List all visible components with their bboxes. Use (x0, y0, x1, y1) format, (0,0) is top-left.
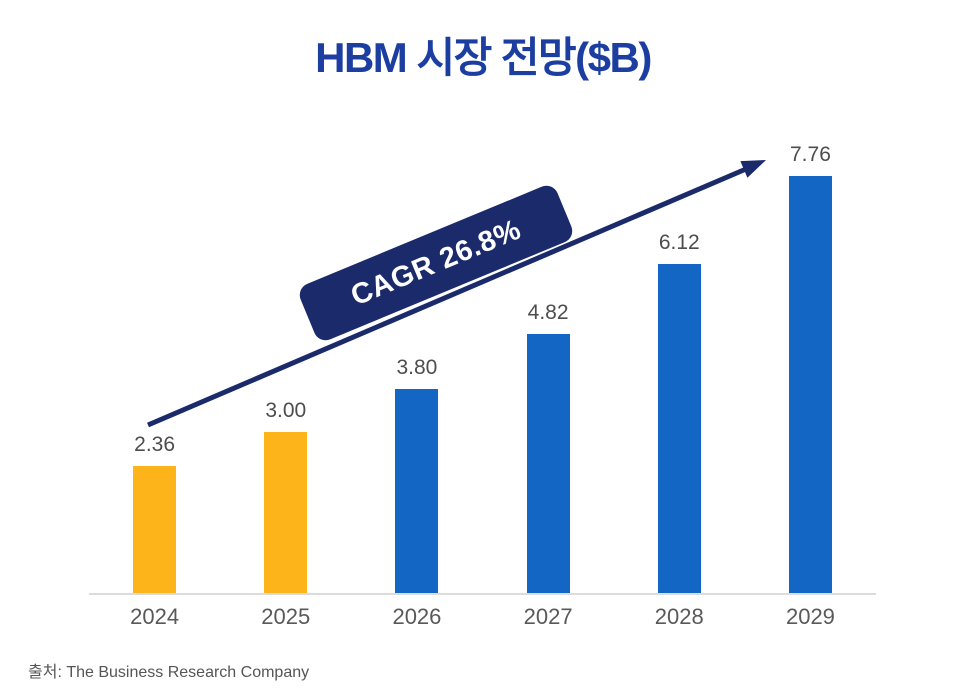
value-label-2028: 6.12 (658, 231, 700, 255)
bar-2027 (526, 334, 570, 593)
bar-column-2026: 3.80 (351, 130, 482, 593)
x-tick-2024: 2024 (130, 604, 180, 629)
bar-2026 (395, 389, 439, 593)
value-label-2029: 7.76 (790, 143, 831, 167)
bar-2029 (788, 176, 832, 593)
x-tick-2028: 2028 (654, 604, 704, 629)
bar-2025 (264, 431, 308, 593)
bar-column-2025: 3.00 (220, 130, 351, 593)
x-axis: 2024 2025 2026 2027 2028 2029 (89, 604, 876, 630)
value-label-2024: 2.36 (134, 433, 176, 457)
value-label-2027: 4.82 (527, 301, 569, 325)
x-tick-2027: 2027 (523, 604, 573, 629)
value-label-2025: 3.00 (265, 398, 307, 422)
value-label-2026: 3.80 (396, 356, 438, 379)
bar-column-2029: 7.76 (745, 130, 876, 593)
x-tick-2026: 2026 (392, 604, 442, 629)
bar-2024 (133, 466, 177, 593)
plot-area: 2.36 3.00 3.80 4.82 6.12 7.76 (89, 130, 876, 595)
x-tick-2025: 2025 (261, 604, 311, 629)
bar-2028 (657, 264, 701, 593)
bar-column-2024: 2.36 (89, 130, 220, 593)
x-tick-2029: 2029 (785, 604, 835, 629)
page-title: HBM 시장 전망($B) (315, 34, 652, 81)
bar-column-2028: 6.12 (614, 130, 745, 593)
source-note: 출처: The Business Research Company (28, 664, 310, 681)
